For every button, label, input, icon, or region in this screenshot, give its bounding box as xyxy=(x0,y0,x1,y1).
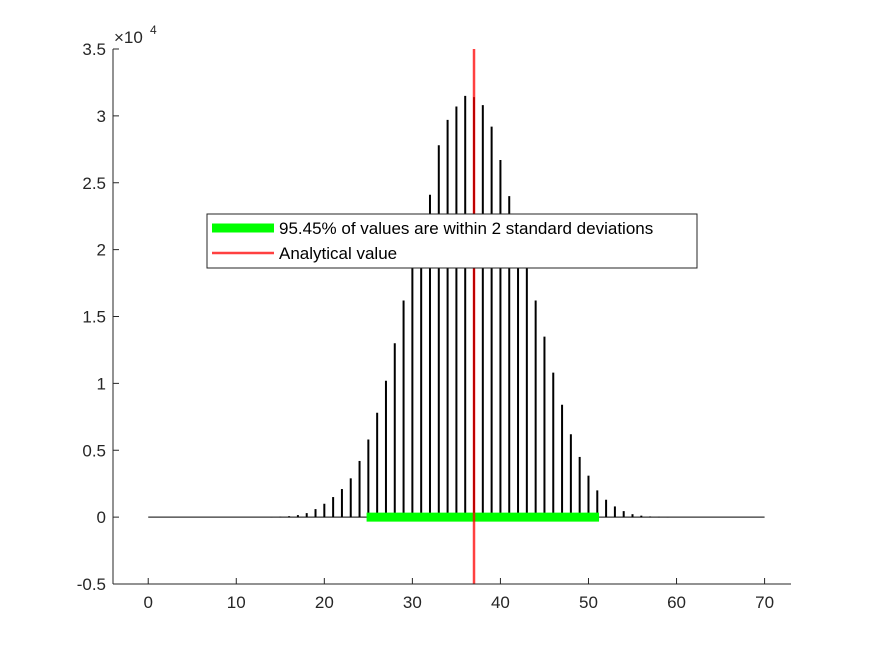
y-tick-label: 0 xyxy=(97,508,106,527)
legend-entry-range: 95.45% of values are within 2 standard d… xyxy=(279,219,653,238)
x-tick-label: 10 xyxy=(227,593,246,612)
x-tick-label: 40 xyxy=(491,593,510,612)
y-tick-label: 1 xyxy=(97,374,106,393)
y-tick-label: 2.5 xyxy=(82,174,106,193)
x-tick-label: 70 xyxy=(755,593,774,612)
x-tick-label: 20 xyxy=(315,593,334,612)
legend-box xyxy=(206,213,698,269)
y-tick-label: 0.5 xyxy=(82,441,106,460)
y-tick-label: 3.5 xyxy=(82,40,106,59)
y-tick-label: 2 xyxy=(97,241,106,260)
axes: ×10 4 0 10 20 30 40 50 60 70 -0.5 0 0.5 1 1.5 2 2.5 3 3.… xyxy=(77,23,791,612)
y-tick-label: 3 xyxy=(97,107,106,126)
y-axis-exponent-power: 4 xyxy=(150,23,157,37)
x-tick-label: 0 xyxy=(143,593,152,612)
y-axis-exponent-base: ×10 xyxy=(114,28,143,47)
y-tick-label: -0.5 xyxy=(77,575,106,594)
x-tick-label: 60 xyxy=(667,593,686,612)
legend: 95.45% of values are within 2 standard d… xyxy=(206,213,698,269)
legend-entry-analytical: Analytical value xyxy=(279,244,397,263)
x-tick-label: 50 xyxy=(579,593,598,612)
plot-area xyxy=(148,49,765,584)
y-tick-label: 1.5 xyxy=(82,308,106,327)
x-tick-label: 30 xyxy=(403,593,422,612)
